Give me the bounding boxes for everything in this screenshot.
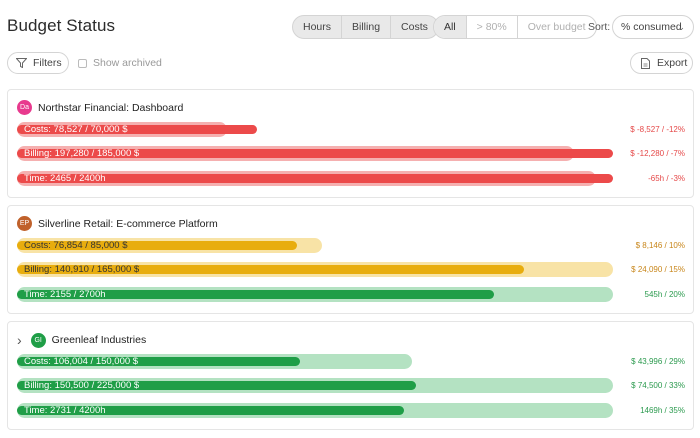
status-filter: All > 80% Over budget (433, 15, 597, 39)
budget-bar-fill (17, 381, 417, 390)
project-card: › GI Greenleaf Industries Costs: 106,004 / … (7, 321, 694, 430)
sort-value: % consumed (621, 21, 682, 33)
budget-bar: Time: 2155 / 2700h (17, 287, 613, 302)
filters-button[interactable]: Filters (7, 52, 69, 74)
budget-bar-fill (17, 174, 613, 183)
checkbox-icon (78, 58, 87, 68)
document-icon (641, 57, 650, 69)
unit-toggle: Hours Billing Costs (292, 15, 439, 39)
budget-bar: Billing: 197,280 / 185,000 $ (17, 146, 613, 161)
budget-bar-fill (17, 406, 405, 415)
budget-bar-fill (17, 357, 300, 366)
budget-bar: Costs: 106,004 / 150,000 $ (17, 354, 613, 369)
budget-bar: Costs: 76,854 / 85,000 $ (17, 238, 613, 253)
project-name[interactable]: Northstar Financial: Dashboard (38, 101, 184, 114)
sort-select[interactable]: % consumed ⌄ (612, 15, 694, 39)
budget-remaining: -65h / -3% (648, 174, 685, 183)
show-archived-checkbox[interactable]: Show archived (78, 57, 162, 69)
project-avatar: EP (17, 216, 32, 231)
budget-bar-label: Time: 2155 / 2700h (24, 289, 106, 300)
project-card: EP Silverline Retail: E-commerce Platform… (7, 205, 694, 314)
budget-bar: Costs: 78,527 / 70,000 $ (17, 122, 613, 137)
budget-remaining: $ -12,280 / -7% (630, 149, 685, 158)
budget-bar-fill (17, 241, 297, 250)
project-avatar: Da (17, 100, 32, 115)
filter-over-budget-option[interactable]: Over budget (527, 21, 586, 33)
project-avatar: GI (30, 332, 46, 348)
project-name[interactable]: Silverline Retail: E-commerce Platform (38, 217, 218, 230)
unit-costs-option[interactable]: Costs (401, 21, 428, 33)
budget-bar-fill (17, 125, 257, 134)
budget-remaining: 545h / 20% (644, 290, 685, 299)
filters-label: Filters (33, 57, 62, 69)
unit-billing-option[interactable]: Billing (342, 16, 392, 38)
chevron-right-icon[interactable]: › (17, 332, 22, 348)
budget-bar-label: Billing: 150,500 / 225,000 $ (24, 380, 140, 391)
export-button[interactable]: Export (630, 52, 693, 74)
chevron-down-icon: ⌄ (677, 22, 685, 32)
budget-remaining: $ 43,996 / 29% (631, 357, 685, 366)
project-header: EP Silverline Retail: E-commerce Platform (17, 216, 218, 231)
budget-bar: Billing: 140,910 / 165,000 $ (17, 262, 613, 277)
budget-bar-label: Billing: 197,280 / 185,000 $ (24, 148, 140, 159)
budget-remaining: $ 8,146 / 10% (635, 241, 685, 250)
project-card: Da Northstar Financial: Dashboard Costs: 7… (7, 89, 694, 198)
budget-bar-label: Time: 2731 / 4200h (24, 405, 106, 416)
budget-bar: Time: 2731 / 4200h (17, 403, 613, 418)
project-header[interactable]: › GI Greenleaf Industries (17, 332, 146, 348)
budget-remaining: $ -8,527 / -12% (630, 125, 685, 134)
project-name[interactable]: Greenleaf Industries (51, 334, 147, 346)
show-archived-label: Show archived (93, 57, 162, 69)
unit-hours-option[interactable]: Hours (293, 16, 343, 38)
budget-remaining: $ 24,090 / 15% (631, 265, 685, 274)
sort-label: Sort: (588, 21, 611, 33)
budget-bar-label: Costs: 78,527 / 70,000 $ (24, 124, 128, 135)
filter-over-80-option[interactable]: > 80% (467, 16, 518, 38)
budget-bar-fill (17, 265, 524, 274)
budget-remaining: 1469h / 35% (640, 406, 685, 415)
filter-icon (16, 58, 27, 68)
export-label: Export (657, 57, 688, 69)
page-title: Budget Status (7, 16, 116, 35)
budget-bar-label: Costs: 76,854 / 85,000 $ (24, 240, 128, 251)
budget-bar-label: Time: 2465 / 2400h (24, 173, 106, 184)
filter-all-option[interactable]: All (434, 16, 467, 38)
budget-bar-label: Billing: 140,910 / 165,000 $ (24, 264, 140, 275)
budget-remaining: $ 74,500 / 33% (631, 381, 685, 390)
budget-bar-fill (17, 290, 494, 299)
budget-bar-fill (17, 149, 613, 158)
budget-bar: Time: 2465 / 2400h (17, 171, 613, 186)
budget-bar-label: Costs: 106,004 / 150,000 $ (24, 356, 139, 367)
project-header: Da Northstar Financial: Dashboard (17, 100, 183, 115)
budget-bar: Billing: 150,500 / 225,000 $ (17, 378, 613, 393)
